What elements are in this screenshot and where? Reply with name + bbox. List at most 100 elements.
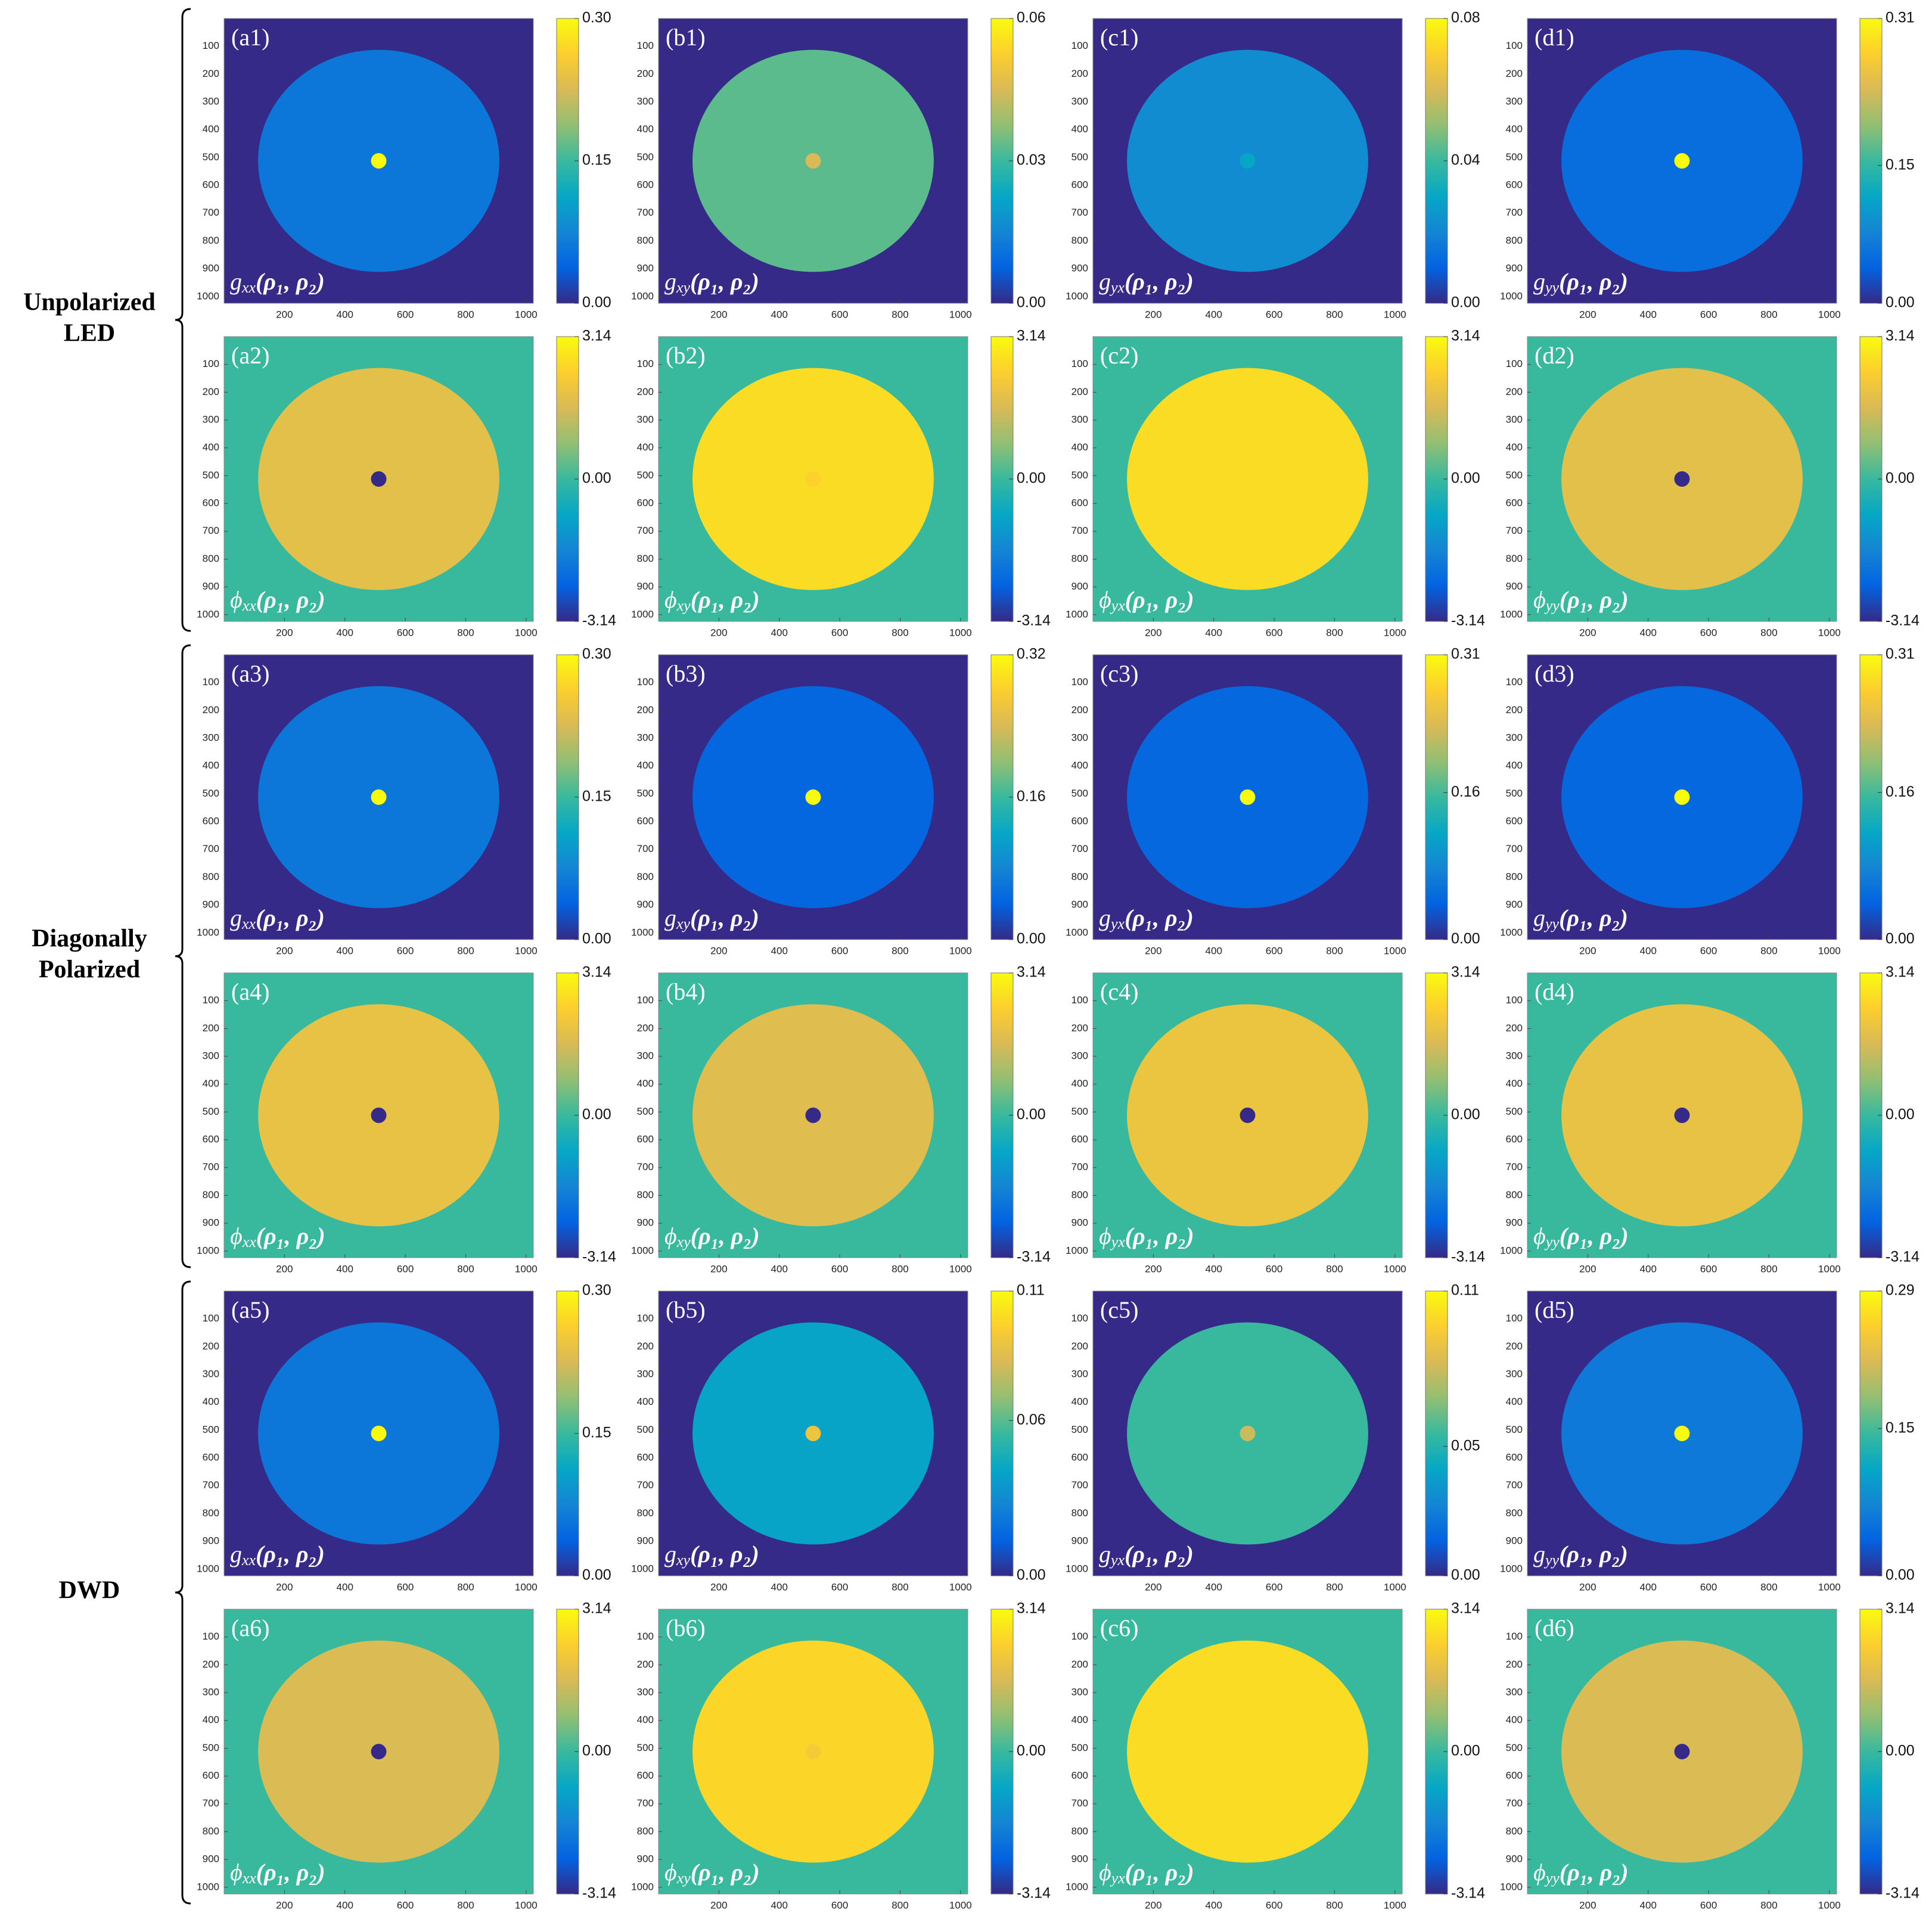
y-tick-label: 400 [1506,441,1523,453]
y-tick-label: 100 [637,1312,654,1324]
formula-arg: (ρ₁, ρ₂) [256,1223,325,1249]
panel-label: (b2) [666,342,706,369]
panel-label: (c4) [1100,978,1138,1005]
x-tick-label: 1000 [1384,1899,1406,1911]
formula-arg: (ρ₁, ρ₂) [1560,586,1629,613]
y-tick-label: 900 [1506,1217,1523,1228]
colorbar [1859,654,1883,940]
formula-label: ϕxy(ρ₁, ρ₂) [664,586,760,614]
y-tick-label: 800 [1071,1825,1088,1837]
formula-base: g [230,268,242,295]
y-tick-label: 900 [1506,1535,1523,1547]
x-tick-label: 200 [1145,309,1161,320]
y-tick-label: 800 [637,871,654,882]
y-tick-label: 500 [1071,1106,1088,1117]
x-tick-label: 800 [1326,1899,1343,1911]
y-tick-label: 800 [1071,871,1088,882]
colorbar-tick-label: 0.06 [1017,1411,1046,1428]
colorbar-tick-label: 0.15 [582,152,611,169]
formula-sub: xy [676,1551,691,1569]
y-tick-label: 1000 [1500,608,1523,620]
y-tick-label: 600 [203,1134,219,1145]
formula-base: g [1099,268,1111,295]
colorbar-tick-label: 3.14 [1886,328,1915,344]
x-tick-label: 200 [1145,1581,1161,1593]
panel-label: (c1) [1100,24,1138,51]
colorbar-tick-label: -3.14 [582,1249,616,1265]
x-tick-label: 1000 [1818,627,1841,638]
heatmap-center [1674,789,1690,805]
plot-frame [223,1609,534,1895]
colorbar-tick-label: 0.15 [1886,1419,1915,1436]
y-tick-label: 1000 [631,1245,654,1256]
formula-base: ϕ [1099,1859,1111,1886]
y-tick-label: 600 [203,1452,219,1463]
y-tick-label: 700 [637,1797,654,1809]
x-tick-label: 400 [337,627,353,638]
y-tick-label: 1000 [197,608,219,620]
formula-base: ϕ [230,1223,243,1249]
formula-label: gxx(ρ₁, ρ₂) [230,268,325,296]
y-tick-label: 500 [637,788,654,799]
colorbar-tick-label: 0.00 [1451,294,1480,311]
x-tick-label: 400 [771,1899,788,1911]
formula-arg: (ρ₁, ρ₂) [1125,904,1194,931]
y-tick-label: 500 [1506,1106,1523,1117]
colorbar-tick-label: 0.00 [1886,1743,1915,1759]
y-tick-label: 900 [203,263,219,274]
y-tick-label: 100 [1071,994,1088,1006]
y-tick-label: 200 [1506,1659,1523,1670]
y-tick-label: 100 [203,1312,219,1324]
formula-arg: (ρ₁, ρ₂) [256,1541,325,1567]
y-tick-label: 700 [1071,843,1088,854]
x-tick-label: 200 [276,627,293,638]
colorbar-tick-label: -3.14 [1017,1249,1051,1265]
colorbar-tick-label: 0.04 [1451,152,1480,169]
x-tick-label: 800 [1760,1263,1777,1274]
formula-arg: (ρ₁, ρ₂) [1559,268,1628,295]
colorbar-tick-label: 0.31 [1451,646,1480,663]
y-tick-label: 100 [1506,1312,1523,1324]
y-tick-label: 800 [203,871,219,882]
formula-sub: xy [676,597,691,614]
y-tick-label: 1000 [631,1563,654,1574]
colorbar-tick-label: 3.14 [582,1600,611,1617]
y-tick-label: 1000 [1066,290,1088,301]
y-tick-label: 100 [1071,40,1088,51]
y-tick-label: 200 [637,1022,654,1034]
x-tick-label: 800 [892,1581,908,1593]
formula-sub: yx [1110,1870,1126,1887]
x-tick-label: 200 [276,945,293,956]
y-tick-label: 200 [1506,1340,1523,1352]
x-tick-label: 1000 [949,627,972,638]
y-tick-label: 500 [1506,1742,1523,1753]
colorbar-tick-label: 0.00 [1017,1106,1046,1123]
formula-sub: yy [1544,1233,1560,1251]
colorbar-tick-label: 0.00 [1017,1567,1046,1584]
x-tick-label: 200 [1579,945,1596,956]
x-tick-label: 1000 [515,309,538,320]
y-tick-label: 400 [203,123,219,135]
y-tick-label: 900 [1071,1535,1088,1547]
x-tick-label: 200 [710,1263,727,1274]
x-tick-label: 600 [397,1899,414,1911]
y-tick-label: 200 [1506,68,1523,79]
y-tick-label: 400 [637,1396,654,1407]
y-tick-label: 100 [203,358,219,369]
y-tick-label: 500 [637,1106,654,1117]
y-tick-label: 1000 [197,1245,219,1256]
x-tick-label: 200 [1579,1263,1596,1274]
formula-label: ϕxx(ρ₁, ρ₂) [230,1859,325,1887]
heatmap-center [1240,1108,1256,1123]
colorbar-tick-label: 0.00 [1017,1743,1046,1759]
y-tick-label: 300 [203,732,219,744]
formula-base: ϕ [230,1859,243,1886]
plot-frame [1527,654,1837,940]
x-tick-label: 400 [1640,1581,1657,1593]
panel-label: (b4) [666,978,706,1005]
y-tick-label: 400 [1506,760,1523,771]
colorbar-tick-label: 0.15 [1886,156,1915,173]
group-brace [175,8,191,632]
y-tick-label: 400 [1071,1078,1088,1089]
y-tick-label: 200 [1071,704,1088,716]
